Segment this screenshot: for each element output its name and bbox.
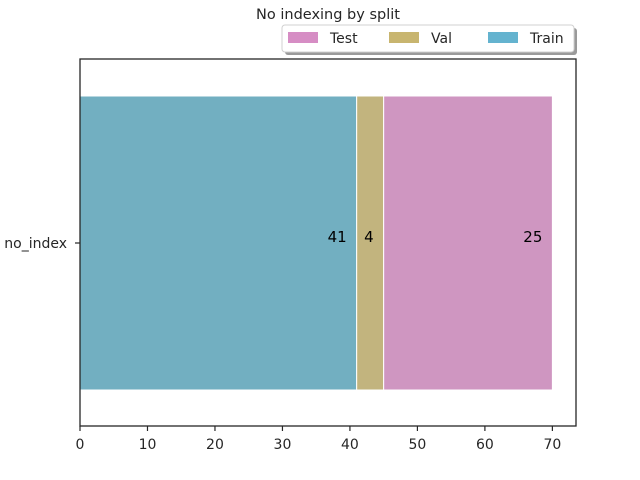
legend-swatch-test — [288, 32, 318, 43]
bar-val — [356, 95, 385, 391]
x-tick-label: 60 — [476, 437, 494, 453]
x-tick-label: 50 — [409, 437, 427, 453]
y-axis: no_index — [4, 236, 80, 252]
x-axis: 0 10 20 30 40 50 60 70 — [76, 426, 561, 453]
bar-label-train: 41 — [328, 228, 347, 246]
legend-swatch-val — [389, 32, 419, 43]
legend-swatch-train — [488, 32, 518, 43]
legend: Test Val Train — [281, 24, 577, 55]
chart-title: No indexing by split — [256, 7, 400, 23]
x-tick-label: 70 — [543, 437, 561, 453]
y-tick-label: no_index — [4, 236, 67, 252]
bar-label-val: 4 — [364, 228, 374, 246]
legend-box — [281, 24, 575, 53]
x-tick-label: 20 — [206, 437, 224, 453]
x-tick-label: 10 — [139, 437, 157, 453]
bar-group — [79, 95, 553, 391]
legend-items: Test Val Train — [288, 31, 564, 47]
bar-test — [383, 95, 553, 391]
legend-label-val: Val — [431, 31, 452, 47]
x-tick-label: 0 — [76, 437, 85, 453]
legend-label-train: Train — [529, 31, 564, 47]
x-tick-label: 30 — [274, 437, 292, 453]
x-tick-label: 40 — [341, 437, 359, 453]
bar-train — [79, 95, 358, 391]
bar-label-group: 41 4 25 — [328, 228, 543, 246]
legend-label-test: Test — [329, 31, 358, 47]
bar-label-test: 25 — [523, 228, 542, 246]
